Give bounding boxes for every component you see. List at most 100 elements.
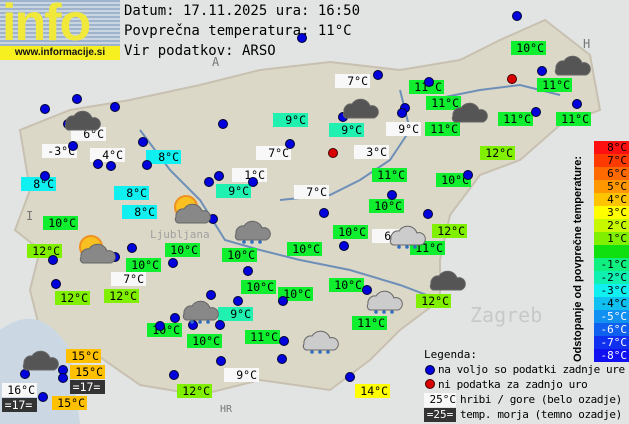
station-temp-label[interactable]: 9°C (329, 123, 364, 137)
station-temp-label[interactable]: 8°C (122, 205, 157, 219)
station-temp-label[interactable]: 10°C (287, 242, 322, 256)
station-temp-label[interactable]: 7°C (335, 74, 370, 88)
station-dot[interactable] (423, 209, 433, 219)
station-temp-label[interactable]: =17= (70, 380, 105, 394)
station-temp-label[interactable]: 15°C (70, 365, 105, 379)
station-temp-label[interactable]: 12°C (432, 224, 467, 238)
station-temp-label[interactable]: 12°C (480, 146, 515, 160)
station-dot[interactable] (279, 336, 289, 346)
logo-url[interactable]: www.informacije.si (0, 46, 120, 60)
station-dot[interactable] (204, 177, 214, 187)
station-dot[interactable] (155, 321, 165, 331)
station-temp-label[interactable]: 4°C (90, 148, 125, 162)
station-dot[interactable] (373, 70, 383, 80)
station-temp-label[interactable]: 10°C (329, 278, 364, 292)
station-dot[interactable] (40, 171, 50, 181)
station-temp-label[interactable]: 10°C (126, 258, 161, 272)
station-temp-label[interactable]: 8°C (146, 150, 181, 164)
station-dot[interactable] (397, 108, 407, 118)
station-dot[interactable] (537, 66, 547, 76)
station-dot[interactable] (168, 258, 178, 268)
station-temp-label[interactable]: 16°C (2, 383, 37, 397)
station-dot[interactable] (531, 107, 541, 117)
station-dot[interactable] (278, 296, 288, 306)
station-temp-label[interactable]: 10°C (333, 225, 368, 239)
station-temp-label[interactable]: 11°C (537, 78, 572, 92)
station-dot[interactable] (345, 372, 355, 382)
station-temp-label[interactable]: 10°C (43, 216, 78, 230)
station-dot[interactable] (68, 141, 78, 151)
station-temp-label[interactable]: 10°C (511, 41, 546, 55)
station-dot[interactable] (214, 171, 224, 181)
station-dot[interactable] (362, 285, 372, 295)
station-temp-label[interactable]: 10°C (187, 334, 222, 348)
station-temp-label[interactable]: 11°C (425, 122, 460, 136)
station-temp-label[interactable]: 8°C (114, 186, 149, 200)
station-dot[interactable] (138, 137, 148, 147)
station-dot[interactable] (216, 356, 226, 366)
station-dot[interactable] (463, 170, 473, 180)
station-temp-label[interactable]: 8°C (21, 177, 56, 191)
station-dot[interactable] (339, 241, 349, 251)
station-temp-label[interactable]: 12°C (416, 294, 451, 308)
station-dot[interactable] (277, 354, 287, 364)
station-dot[interactable] (424, 77, 434, 87)
station-temp-label[interactable]: 14°C (355, 384, 390, 398)
station-dot[interactable] (319, 208, 329, 218)
station-temp-label[interactable]: =17= (2, 398, 37, 412)
station-dot[interactable] (110, 102, 120, 112)
station-temp-label[interactable]: 7°C (256, 146, 291, 160)
station-temp-label[interactable]: 15°C (52, 396, 87, 410)
station-temp-label[interactable]: 10°C (222, 248, 257, 262)
station-temp-label[interactable]: 12°C (55, 291, 90, 305)
station-dot[interactable] (142, 160, 152, 170)
station-temp-label[interactable]: 10°C (436, 173, 471, 187)
station-dot[interactable] (218, 119, 228, 129)
station-dot[interactable] (58, 373, 68, 383)
station-dot[interactable] (215, 320, 225, 330)
station-dot[interactable] (248, 177, 258, 187)
station-dot[interactable] (387, 190, 397, 200)
station-temp-label[interactable]: 11°C (426, 96, 461, 110)
station-temp-label[interactable]: 15°C (66, 349, 101, 363)
station-temp-label[interactable]: 9°C (216, 184, 251, 198)
station-dot[interactable] (169, 370, 179, 380)
station-dot[interactable] (40, 104, 50, 114)
station-temp-label[interactable]: 11°C (245, 330, 280, 344)
station-temp-label[interactable]: 3°C (354, 145, 389, 159)
station-temp-label[interactable]: 9°C (386, 122, 421, 136)
station-temp-label[interactable]: 9°C (224, 368, 259, 382)
station-temp-label[interactable]: 10°C (165, 243, 200, 257)
station-temp-label[interactable]: 11°C (556, 112, 591, 126)
station-temp-label[interactable]: 10°C (241, 280, 276, 294)
station-dot[interactable] (72, 94, 82, 104)
station-dot[interactable] (48, 255, 58, 265)
station-temp-label[interactable]: 9°C (218, 307, 253, 321)
station-temp-label[interactable]: 7°C (294, 185, 329, 199)
station-temp-label[interactable]: 12°C (27, 244, 62, 258)
station-temp-label[interactable]: 11°C (372, 168, 407, 182)
station-dot[interactable] (38, 392, 48, 402)
logo[interactable]: info www.informacije.si (0, 0, 120, 60)
station-dot[interactable] (127, 243, 137, 253)
station-temp-label[interactable]: 12°C (104, 289, 139, 303)
station-dot[interactable] (233, 296, 243, 306)
station-dot[interactable] (512, 11, 522, 21)
station-dot[interactable] (206, 290, 216, 300)
station-dot-missing[interactable] (328, 148, 338, 158)
station-temp-label[interactable]: 7°C (111, 272, 146, 286)
station-dot[interactable] (51, 279, 61, 289)
station-temp-label[interactable]: 12°C (177, 384, 212, 398)
station-temp-label[interactable]: 11°C (409, 80, 444, 94)
station-dot-missing[interactable] (507, 74, 517, 84)
station-dot[interactable] (170, 313, 180, 323)
station-dot[interactable] (572, 99, 582, 109)
station-dot[interactable] (285, 139, 295, 149)
station-dot[interactable] (106, 161, 116, 171)
station-temp-label[interactable]: 11°C (498, 112, 533, 126)
station-dot[interactable] (243, 266, 253, 276)
station-temp-label[interactable]: 11°C (352, 316, 387, 330)
station-dot[interactable] (93, 159, 103, 169)
station-dot[interactable] (297, 33, 307, 43)
station-temp-label[interactable]: 9°C (273, 113, 308, 127)
